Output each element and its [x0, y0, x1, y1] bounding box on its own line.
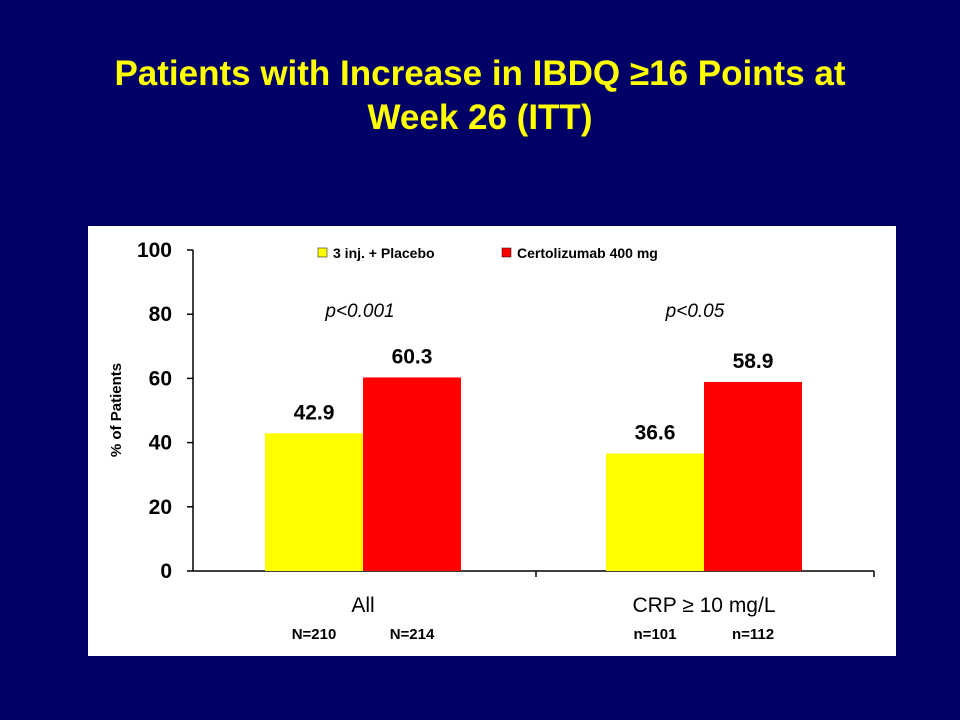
- bar-value-label: 58.9: [733, 350, 774, 373]
- y-tick-label: 0: [160, 560, 172, 583]
- y-tick-label: 60: [149, 367, 172, 390]
- y-axis-label: % of Patients: [108, 363, 125, 457]
- bar-placebo: [265, 433, 363, 571]
- bar-placebo: [606, 453, 704, 571]
- slide-title: Patients with Increase in IBDQ ≥16 Point…: [60, 52, 900, 140]
- slide-title-line-2: Week 26 (ITT): [367, 98, 593, 137]
- y-tick-label: 20: [149, 496, 172, 519]
- x-category-label: All: [351, 594, 374, 617]
- sample-size-label: n=112: [732, 626, 774, 643]
- bar-certolizumab: [363, 377, 461, 571]
- sample-size-label: n=101: [634, 626, 677, 643]
- legend-label: Certolizumab 400 mg: [517, 245, 658, 261]
- legend-label: 3 inj. + Placebo: [333, 245, 435, 261]
- x-category-label: CRP ≥ 10 mg/L: [632, 594, 775, 617]
- y-tick-label: 80: [149, 303, 172, 326]
- p-value-annotation: p<0.05: [665, 301, 725, 322]
- bar-value-label: 36.6: [635, 422, 676, 445]
- p-value-annotation: p<0.001: [324, 301, 394, 322]
- y-tick-label: 100: [137, 239, 172, 262]
- bar-certolizumab: [704, 381, 802, 571]
- slide-title-line-1: Patients with Increase in IBDQ ≥16 Point…: [114, 54, 846, 93]
- sample-size-label: N=214: [390, 626, 435, 643]
- bar-value-label: 42.9: [294, 401, 335, 424]
- bar-value-label: 60.3: [392, 345, 433, 368]
- sample-size-label: N=210: [292, 626, 337, 643]
- legend-swatch: [501, 247, 512, 258]
- legend-swatch: [317, 247, 328, 258]
- y-tick-label: 40: [149, 432, 172, 455]
